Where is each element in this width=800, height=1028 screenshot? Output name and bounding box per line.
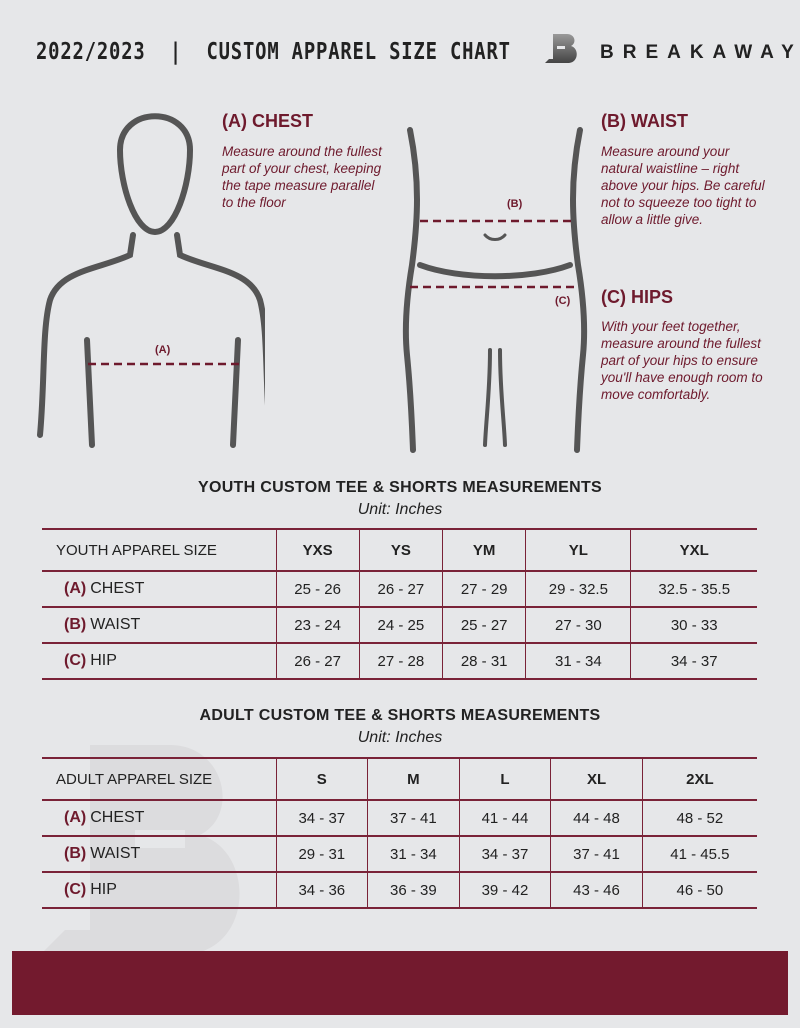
header-cell: YXS bbox=[275, 528, 360, 572]
table-cell: 27 - 29 bbox=[442, 570, 526, 608]
table-cell: 26 - 27 bbox=[358, 570, 443, 608]
youth-section-title: YOUTH CUSTOM TEE & SHORTS MEASUREMENTS bbox=[197, 479, 603, 496]
youth-size-table: YOUTH APPAREL SIZE YXS YS YM YL YXL (A) CHEST 25… bbox=[42, 528, 757, 680]
chest-heading: (A) CHEST bbox=[222, 111, 313, 131]
table-cell: 44 - 48 bbox=[550, 799, 643, 837]
hips-description: With your feet together, measure around … bbox=[601, 319, 763, 402]
table-cell: 27 - 30 bbox=[525, 606, 631, 644]
header-cell: S bbox=[275, 757, 368, 801]
row-label: (C) HIP bbox=[42, 871, 276, 909]
footer-bar bbox=[12, 951, 788, 1015]
table-cell: 31 - 34 bbox=[525, 642, 631, 680]
row-code: (A) bbox=[64, 809, 87, 826]
waist-description: Measure around your natural waistline – … bbox=[601, 144, 765, 227]
chest-marker: (A) bbox=[155, 344, 171, 356]
adult-unit: Unit: Inches bbox=[357, 729, 443, 746]
table-cell: 46 - 50 bbox=[641, 871, 757, 909]
hips-heading: (C) HIPS bbox=[601, 287, 673, 307]
row-name: CHEST bbox=[90, 580, 145, 597]
table-cell: 31 - 34 bbox=[367, 835, 460, 873]
row-label: (A) CHEST bbox=[42, 570, 276, 608]
table-cell: 25 - 27 bbox=[442, 606, 526, 644]
table-cell: 29 - 31 bbox=[275, 835, 368, 873]
row-code: (C) bbox=[64, 881, 87, 898]
header-cell: YL bbox=[525, 528, 631, 572]
adult-size-table: ADULT APPAREL SIZE S M L XL 2XL (A) CHEST 34 - 3… bbox=[42, 757, 757, 909]
row-code: (C) bbox=[64, 652, 87, 669]
table-cell: 27 - 28 bbox=[358, 642, 443, 680]
hips-marker: (C) bbox=[555, 295, 571, 307]
brand-name: BREAKAWAY bbox=[600, 42, 800, 63]
table-cell: 34 - 37 bbox=[630, 642, 757, 680]
row-label: (B) WAIST bbox=[42, 606, 276, 644]
table-cell: 25 - 26 bbox=[275, 570, 360, 608]
row-code: (B) bbox=[64, 616, 87, 633]
table-cell: 34 - 37 bbox=[458, 835, 551, 873]
table-cell: 30 - 33 bbox=[630, 606, 757, 644]
waist-heading: (B) WAIST bbox=[601, 111, 688, 131]
table-cell: 37 - 41 bbox=[550, 835, 643, 873]
row-name: WAIST bbox=[90, 845, 141, 862]
row-label: (C) HIP bbox=[42, 642, 276, 680]
page-title: 2022/2023 | CUSTOM APPAREL SIZE CHART bbox=[36, 39, 511, 65]
table-cell: 36 - 39 bbox=[367, 871, 460, 909]
table-cell: 24 - 25 bbox=[358, 606, 443, 644]
table-cell: 23 - 24 bbox=[275, 606, 360, 644]
table-cell: 32.5 - 35.5 bbox=[630, 570, 757, 608]
breakaway-logo-icon bbox=[545, 34, 577, 63]
table-cell: 26 - 27 bbox=[275, 642, 360, 680]
table-cell: 28 - 31 bbox=[442, 642, 526, 680]
table-cell: 37 - 41 bbox=[367, 799, 460, 837]
table-row: (C) HIP 34 - 36 36 - 39 39 - 42 43 - 46 46 - 5… bbox=[42, 871, 757, 909]
header-cell: YS bbox=[358, 528, 443, 572]
table-cell: 48 - 52 bbox=[641, 799, 757, 837]
table-cell: 34 - 36 bbox=[275, 871, 368, 909]
youth-unit: Unit: Inches bbox=[357, 501, 443, 518]
header-cell: 2XL bbox=[641, 757, 757, 801]
table-cell: 29 - 32.5 bbox=[525, 570, 631, 608]
row-name: HIP bbox=[90, 652, 117, 669]
table-row: (B) WAIST 23 - 24 24 - 25 25 - 27 27 - 30 30 -… bbox=[42, 606, 757, 644]
table-cell: 34 - 37 bbox=[275, 799, 368, 837]
header-cell: M bbox=[367, 757, 460, 801]
table-cell: 41 - 44 bbox=[458, 799, 551, 837]
row-code: (B) bbox=[64, 845, 87, 862]
table-cell: 41 - 45.5 bbox=[641, 835, 757, 873]
header-cell: YXL bbox=[630, 528, 757, 572]
upper-body-figure bbox=[37, 113, 265, 448]
table-row: (A) CHEST 25 - 26 26 - 27 27 - 29 29 - 32.5 32… bbox=[42, 570, 757, 608]
table-header-row: YOUTH APPAREL SIZE YXS YS YM YL YXL bbox=[42, 528, 757, 572]
header-cell: ADULT APPAREL SIZE bbox=[42, 757, 276, 801]
row-name: HIP bbox=[90, 881, 117, 898]
waist-marker: (B) bbox=[507, 198, 523, 210]
row-label: (A) CHEST bbox=[42, 799, 276, 837]
row-name: CHEST bbox=[90, 809, 145, 826]
lower-body-figure bbox=[402, 127, 588, 453]
header-cell: YOUTH APPAREL SIZE bbox=[42, 528, 276, 572]
row-name: WAIST bbox=[90, 616, 141, 633]
table-cell: 39 - 42 bbox=[458, 871, 551, 909]
table-header-row: ADULT APPAREL SIZE S M L XL 2XL bbox=[42, 757, 757, 801]
header-cell: YM bbox=[442, 528, 526, 572]
row-label: (B) WAIST bbox=[42, 835, 276, 873]
row-code: (A) bbox=[64, 580, 87, 597]
table-row: (B) WAIST 29 - 31 31 - 34 34 - 37 37 - 41 41 -… bbox=[42, 835, 757, 873]
chest-description: Measure around the fullest part of your … bbox=[222, 144, 382, 210]
table-cell: 43 - 46 bbox=[550, 871, 643, 909]
header-cell: XL bbox=[550, 757, 643, 801]
table-row: (C) HIP 26 - 27 27 - 28 28 - 31 31 - 34 34 - 3… bbox=[42, 642, 757, 680]
adult-section-title: ADULT CUSTOM TEE & SHORTS MEASUREMENTS bbox=[199, 707, 601, 724]
header-cell: L bbox=[458, 757, 551, 801]
table-row: (A) CHEST 34 - 37 37 - 41 41 - 44 44 - 48 48 -… bbox=[42, 799, 757, 837]
